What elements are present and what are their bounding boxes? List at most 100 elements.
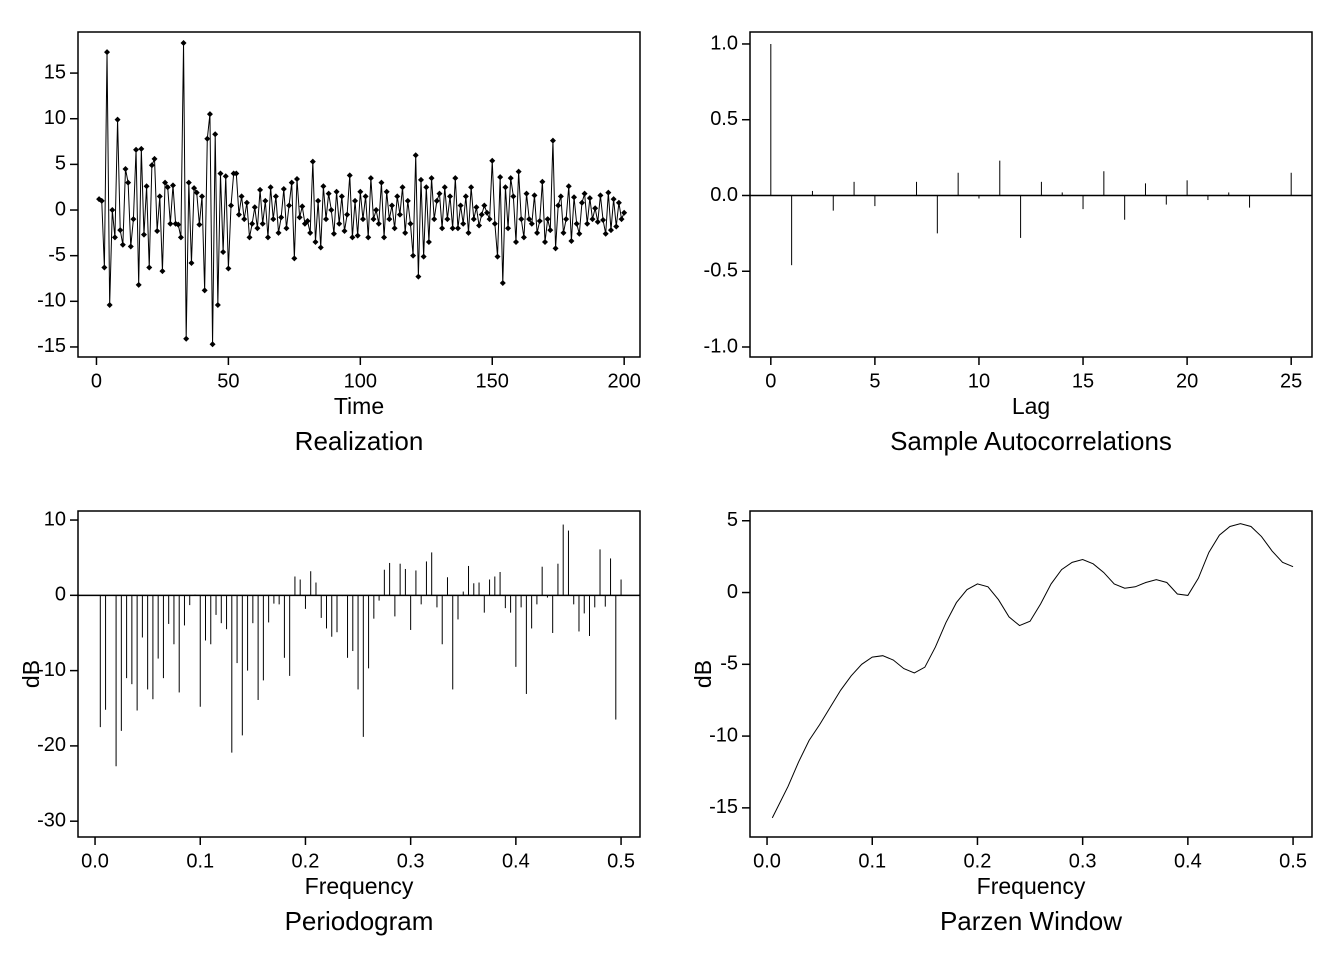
point bbox=[512, 238, 519, 245]
x-tick-label: 10 bbox=[968, 370, 990, 392]
point bbox=[470, 216, 477, 223]
point bbox=[117, 227, 124, 234]
point bbox=[439, 225, 446, 232]
x-tick-label: 50 bbox=[217, 370, 239, 392]
y-tick-label: -10 bbox=[709, 724, 738, 746]
point bbox=[309, 158, 316, 165]
x-axis-label: Lag bbox=[1012, 393, 1050, 419]
point bbox=[365, 234, 372, 241]
x-axis-label: Time bbox=[334, 393, 384, 419]
point bbox=[220, 249, 227, 256]
point bbox=[354, 232, 361, 239]
point bbox=[180, 39, 187, 46]
point bbox=[410, 252, 417, 259]
y-tick-label: -20 bbox=[37, 734, 66, 756]
point bbox=[291, 255, 298, 262]
point bbox=[275, 229, 282, 236]
point bbox=[323, 216, 330, 223]
x-tick-label: 0.5 bbox=[1279, 850, 1307, 872]
point bbox=[280, 186, 287, 193]
point bbox=[402, 229, 409, 236]
point bbox=[270, 216, 277, 223]
point bbox=[320, 183, 327, 190]
point bbox=[589, 216, 596, 223]
point bbox=[602, 230, 609, 237]
point bbox=[610, 196, 617, 203]
y-tick-label: -30 bbox=[37, 809, 66, 831]
point bbox=[169, 182, 176, 189]
point bbox=[164, 184, 171, 191]
point bbox=[515, 168, 522, 175]
x-tick-label: 100 bbox=[344, 370, 377, 392]
point bbox=[225, 265, 232, 272]
y-tick-label: -0.5 bbox=[704, 260, 738, 282]
point bbox=[109, 207, 116, 214]
point bbox=[510, 193, 517, 200]
y-tick-label: 15 bbox=[44, 61, 66, 83]
point bbox=[473, 204, 480, 211]
point bbox=[523, 190, 530, 197]
point bbox=[338, 193, 345, 200]
point bbox=[600, 217, 607, 224]
point bbox=[396, 211, 403, 218]
x-tick-label: 0.2 bbox=[292, 850, 320, 872]
point bbox=[188, 259, 195, 266]
point bbox=[98, 197, 105, 204]
point bbox=[444, 216, 451, 223]
series-line bbox=[771, 523, 1294, 819]
point bbox=[555, 202, 562, 209]
point bbox=[159, 268, 166, 275]
x-tick-label: 25 bbox=[1280, 370, 1302, 392]
point bbox=[386, 216, 393, 223]
plot-frame bbox=[77, 31, 641, 358]
point bbox=[106, 301, 113, 308]
point bbox=[447, 193, 454, 200]
x-tick-label: 0.4 bbox=[502, 850, 530, 872]
point bbox=[148, 162, 155, 169]
point bbox=[581, 190, 588, 197]
point bbox=[594, 218, 601, 225]
y-tick-label: 0 bbox=[727, 581, 738, 603]
point bbox=[122, 165, 129, 172]
panel-title: Parzen Window bbox=[940, 906, 1122, 936]
point bbox=[214, 301, 221, 308]
point bbox=[138, 145, 145, 152]
point bbox=[283, 225, 290, 232]
point bbox=[156, 193, 163, 200]
point bbox=[341, 228, 348, 235]
point bbox=[151, 155, 158, 162]
y-tick-label: 1.0 bbox=[710, 32, 738, 54]
x-tick-label: 200 bbox=[607, 370, 640, 392]
point bbox=[257, 186, 264, 193]
point bbox=[615, 199, 622, 206]
x-tick-label: 0 bbox=[91, 370, 102, 392]
point bbox=[560, 229, 567, 236]
point bbox=[526, 216, 533, 223]
point bbox=[394, 193, 401, 200]
point bbox=[357, 188, 364, 195]
point bbox=[571, 194, 578, 201]
x-tick-label: 15 bbox=[1072, 370, 1094, 392]
point bbox=[418, 176, 425, 183]
point bbox=[238, 193, 245, 200]
point bbox=[621, 209, 628, 216]
point bbox=[286, 202, 293, 209]
point bbox=[293, 175, 300, 182]
point bbox=[352, 197, 359, 204]
point bbox=[502, 184, 509, 191]
point bbox=[346, 172, 353, 179]
point bbox=[465, 229, 472, 236]
point bbox=[381, 234, 388, 241]
x-tick-label: 0.1 bbox=[186, 850, 214, 872]
point bbox=[483, 209, 490, 216]
point bbox=[146, 264, 153, 271]
y-tick-label: 0.0 bbox=[710, 184, 738, 206]
point bbox=[494, 253, 501, 260]
point bbox=[520, 234, 527, 241]
point bbox=[228, 202, 235, 209]
y-axis-label: dB bbox=[18, 660, 44, 688]
point bbox=[605, 189, 612, 196]
point bbox=[133, 146, 140, 153]
y-tick-label: 0 bbox=[55, 584, 66, 606]
point bbox=[312, 238, 319, 245]
